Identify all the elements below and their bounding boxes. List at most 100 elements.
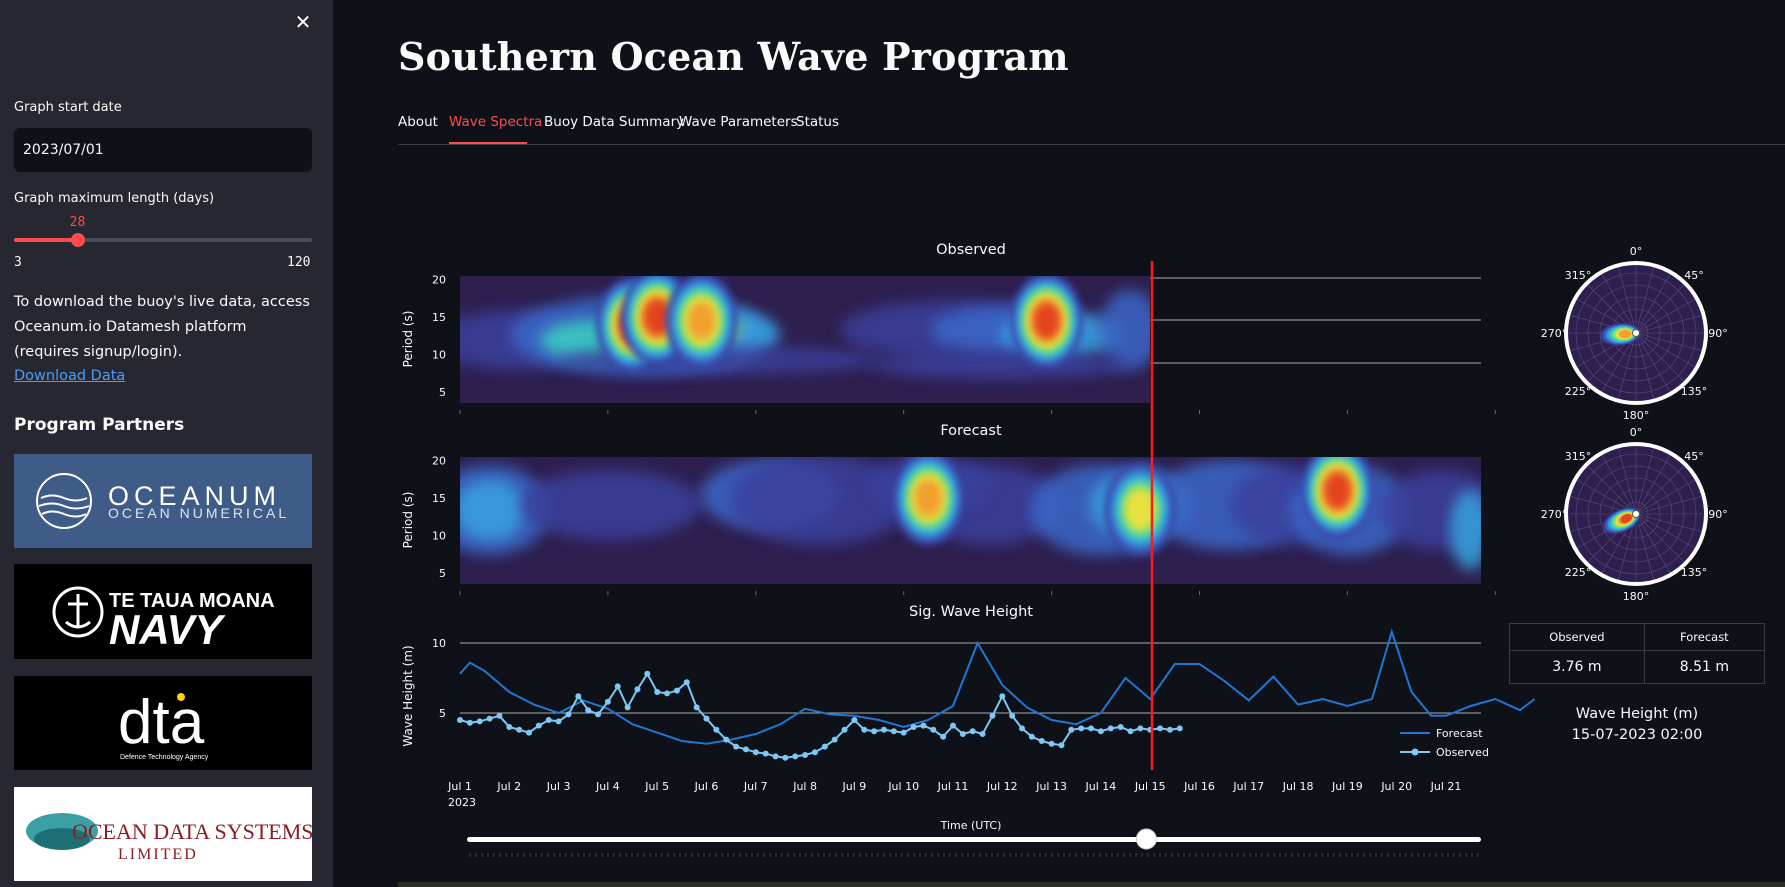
observed-point [723, 736, 730, 743]
observed-point [880, 726, 887, 733]
observed-point [742, 746, 749, 753]
length-slider[interactable] [14, 233, 312, 247]
dta-logo-text: dta [118, 688, 205, 757]
swh-chart-title: Sig. Wave Height [909, 604, 1033, 620]
stats-header-forecast: Forecast [1643, 623, 1766, 651]
observed-point [673, 687, 680, 694]
spectrum-blob [914, 479, 943, 517]
observed-point [1048, 740, 1055, 747]
x-tick-label: Jul 11 [937, 780, 969, 793]
x-tick-label: Jul 16 [1183, 780, 1215, 793]
observed-point [930, 726, 937, 733]
tab-bar: About Wave Spectra Buoy Data Summary Wav… [398, 110, 1785, 145]
observed-point [841, 726, 848, 733]
observed-point [979, 731, 986, 737]
observed-direction-polar: 0° 45° 90° 135° 180° 225° 270° 315° [1541, 245, 1728, 422]
wave-height-timestamp: 15-07-2023 02:00 [1571, 727, 1703, 743]
observed-point [506, 724, 513, 730]
x-tick-label: Jul 8 [792, 780, 817, 793]
download-description: To download the buoy's live data, access… [14, 294, 310, 360]
wave-height-caption-title: Wave Height (m) [1575, 706, 1699, 722]
observed-point [545, 717, 552, 723]
dta-logo[interactable]: dta Defence Technology Agency [14, 676, 312, 770]
time-slider-track[interactable] [467, 837, 1481, 842]
tab-buoy-data-summary[interactable]: Buoy Data Summary [544, 114, 685, 130]
spectrum-blob [520, 470, 700, 540]
polar-angle-label: 45° [1684, 450, 1704, 463]
forecast-chart-title: Forecast [940, 423, 1002, 439]
ocean-data-systems-logo-text: OCEAN DATA SYSTEMS [72, 819, 312, 844]
stats-value-observed: 3.76 m [1509, 650, 1645, 684]
wave-height-caption: Wave Height (m) 15-07-2023 02:00 [1509, 704, 1765, 746]
observed-point [476, 718, 483, 725]
spectrum-blob [1126, 489, 1155, 529]
tab-status[interactable]: Status [796, 114, 840, 130]
ocean-data-systems-logo[interactable]: OCEAN DATA SYSTEMS LIMITED [14, 787, 312, 881]
x-tick-label: Jul 15 [1134, 780, 1166, 793]
observed-point [811, 749, 818, 756]
polar-energy-blob [1618, 329, 1632, 339]
observed-point [871, 728, 878, 735]
polar-angle-label: 0° [1630, 426, 1643, 439]
wave-height-table: Observed Forecast 3.76 m 8.51 m [1509, 623, 1766, 684]
polar-angle-label: 45° [1684, 269, 1704, 282]
tab-wave-spectra[interactable]: Wave Spectra [449, 114, 543, 130]
observed-point [644, 670, 651, 677]
x-tick-label: Jul 6 [694, 780, 719, 793]
observed-point [1097, 728, 1104, 735]
polar-angle-label: 315° [1565, 450, 1592, 463]
spectrum-blob [730, 457, 910, 545]
observed-point [1107, 725, 1114, 732]
polar-angle-label: 225° [1565, 385, 1592, 398]
close-icon[interactable]: ✕ [294, 10, 312, 34]
observed-point [762, 750, 769, 757]
observed-point [486, 715, 493, 722]
tab-wave-parameters[interactable]: Wave Parameters [679, 114, 798, 130]
observed-point [614, 683, 621, 690]
observed-point [959, 731, 966, 737]
start-date-input[interactable] [14, 128, 312, 172]
bottom-bar [398, 882, 1785, 887]
time-slider-thumb[interactable] [1135, 828, 1157, 850]
x-tick-label: Jul 5 [644, 780, 669, 793]
navy-logo-text: TE TAUA MOANA [109, 590, 275, 612]
spectrum-blob [460, 480, 525, 540]
spectrum-blob [870, 351, 1130, 379]
forecast-ytick: 15 [432, 492, 446, 505]
x-tick-label: Jul 12 [986, 780, 1018, 793]
x-tick-label: Jul 2 [496, 780, 521, 793]
observed-point [733, 743, 740, 750]
tab-about[interactable]: About [398, 114, 438, 130]
observed-point [989, 712, 996, 719]
observed-point [624, 704, 631, 711]
observed-point [1176, 725, 1183, 732]
x-tick-label: Jul 7 [743, 780, 768, 793]
swh-ytick: 10 [432, 637, 446, 650]
polar-angle-label: 315° [1565, 269, 1592, 282]
observed-point [713, 726, 720, 733]
oceanum-logo[interactable]: OCEANUM OCEAN NUMERICAL [14, 454, 312, 548]
observed-point [969, 728, 976, 735]
observed-ylabel: Period (s) [401, 311, 415, 368]
observed-point [457, 717, 463, 723]
x-tick-label: Jul 14 [1085, 780, 1117, 793]
time-slider-label: Time (UTC) [940, 819, 1002, 832]
observed-point [792, 753, 799, 760]
observed-heatmap [460, 276, 1150, 403]
length-slider-fill [14, 238, 78, 242]
download-data-link[interactable]: Download Data [14, 368, 126, 384]
forecast-heatmap [460, 457, 1481, 584]
observed-point [890, 728, 897, 735]
observed-point [654, 689, 661, 695]
length-slider-value: 28 [69, 215, 86, 230]
observed-point [703, 715, 710, 722]
navy-logo[interactable]: TE TAUA MOANA NAVY [14, 564, 312, 659]
spectrum-blob [643, 298, 671, 336]
length-slider-thumb[interactable] [70, 233, 85, 247]
x-year-label: 2023 [448, 796, 476, 809]
observed-point [782, 754, 789, 761]
length-label: Graph maximum length (days) [14, 191, 215, 206]
observed-point [1117, 724, 1124, 730]
observed-point [940, 733, 947, 740]
observed-point [920, 722, 927, 729]
